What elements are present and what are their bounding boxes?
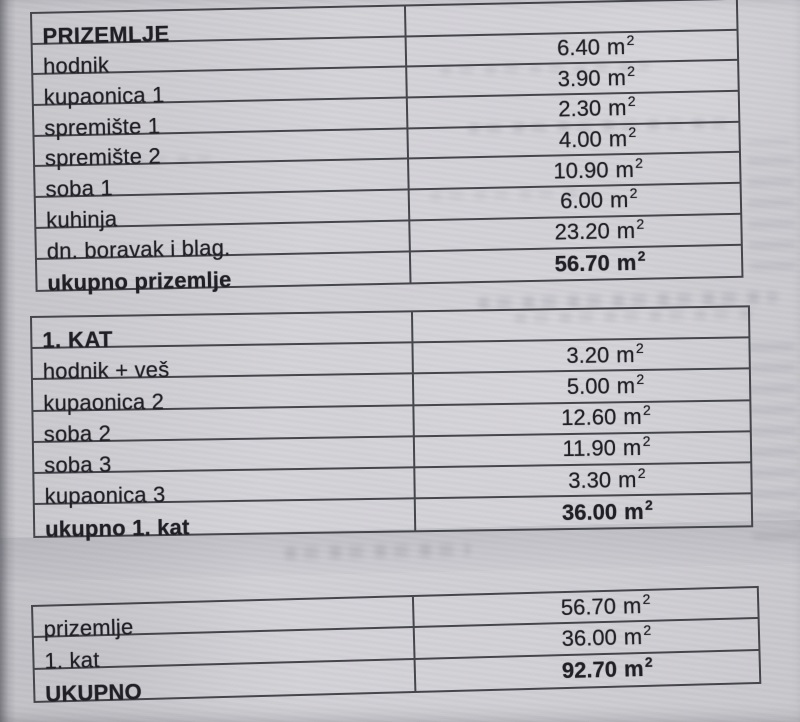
area-number: 6.00 — [559, 188, 604, 214]
superscript-2: 2 — [629, 185, 638, 202]
area-value-cell: 2.30 m 2 — [408, 92, 739, 127]
unit-m: m — [616, 218, 636, 244]
room-label: 1. KAT — [42, 326, 113, 354]
superscript-2: 2 — [636, 215, 645, 233]
room-label: kuhinja — [45, 206, 118, 233]
unit-m: m — [623, 498, 644, 524]
superscript-2: 2 — [627, 93, 636, 110]
room-label: hodnik — [42, 52, 110, 80]
unit-m: m — [623, 656, 644, 682]
room-label: spremište 1 — [44, 113, 161, 141]
area-number: 3.20 — [566, 342, 610, 368]
area-number: 92.70 — [561, 656, 618, 684]
area-value-cell: 36.00 m 2 — [416, 494, 751, 530]
room-label: dn. boravak i blag. — [46, 234, 231, 264]
area-value-cell: 56.70 m 2 — [411, 245, 742, 282]
superscript-2: 2 — [637, 247, 646, 264]
area-number: 4.00 — [558, 126, 603, 153]
unit-m: m — [608, 126, 628, 152]
area-number: 36.00 — [561, 624, 618, 652]
room-label: soba 1 — [45, 175, 114, 202]
room-label: spremište 2 — [44, 143, 162, 172]
area-value-cell: 6.40 m 2 — [407, 31, 738, 66]
room-label: 1. kat — [44, 646, 100, 674]
unit-m: m — [606, 34, 626, 60]
area-value-cell — [406, 0, 737, 35]
unit-m: m — [607, 95, 627, 121]
unit-m: m — [607, 64, 627, 91]
superscript-2: 2 — [642, 590, 651, 607]
room-label-cell: 1. KAT — [32, 312, 414, 353]
room-label: kupaonica 2 — [43, 388, 165, 416]
unit-m: m — [615, 156, 635, 183]
area-value-cell: 6.00 m 2 — [410, 184, 741, 219]
room-label: ukupno 1. kat — [44, 514, 190, 543]
room-label: UKUPNO — [45, 679, 143, 707]
superscript-2: 2 — [626, 31, 635, 49]
unit-m: m — [617, 466, 637, 492]
area-number: 2.30 — [558, 95, 602, 122]
area-number: 56.70 — [554, 250, 610, 277]
area-number: 36.00 — [561, 499, 618, 525]
unit-m: m — [622, 592, 642, 619]
bleed-through-smudge — [746, 139, 796, 271]
area-number: 5.00 — [566, 373, 610, 400]
unit-m: m — [623, 623, 643, 650]
area-value-cell: 23.20 m 2 — [410, 215, 741, 250]
area-value-cell: 12.60 m 2 — [414, 401, 749, 435]
bleed-through-smudge — [284, 543, 471, 560]
area-value-cell: 11.90 m 2 — [415, 432, 750, 466]
area-value-cell: 3.30 m 2 — [415, 463, 750, 497]
area-value-cell: 4.00 m 2 — [408, 123, 739, 158]
area-value-cell: 3.90 m 2 — [407, 61, 738, 96]
superscript-2: 2 — [644, 496, 653, 513]
area-number: 23.20 — [554, 218, 610, 245]
superscript-2: 2 — [644, 653, 653, 671]
superscript-2: 2 — [635, 339, 644, 356]
unit-m: m — [616, 373, 636, 399]
room-label: PRIZEMLJE — [42, 20, 170, 49]
area-value-cell — [413, 307, 748, 341]
superscript-2: 2 — [635, 154, 644, 171]
superscript-2: 2 — [628, 123, 637, 141]
room-label: prizemlje — [43, 614, 134, 642]
superscript-2: 2 — [636, 370, 645, 387]
area-value-cell: 5.00 m 2 — [414, 370, 749, 404]
area-number: 12.60 — [561, 404, 617, 431]
superscript-2: 2 — [642, 401, 651, 419]
room-label: ukupno prizemlje — [47, 267, 232, 296]
area-number: 3.30 — [568, 466, 612, 493]
room-label: soba 3 — [44, 451, 112, 478]
superscript-2: 2 — [643, 621, 652, 638]
table-total-summary: prizemlje 56.70 m 2 1. kat 36.00 m 2 UKUPNO 92.70… — [31, 585, 762, 707]
unit-m: m — [622, 435, 642, 461]
unit-m: m — [616, 341, 635, 368]
area-number: 56.70 — [560, 593, 617, 620]
area-number: 11.90 — [562, 435, 617, 462]
superscript-2: 2 — [642, 433, 651, 450]
room-label-cell: PRIZEMLJE — [32, 6, 407, 48]
room-label: kupaonica 3 — [44, 482, 166, 509]
area-value-cell: 3.20 m 2 — [413, 339, 748, 373]
area-number: 3.90 — [557, 65, 601, 92]
table-prizemlje: PRIZEMLJE hodnik 6.40 m 2 kupaonica 1 3.90 m 2 sp… — [30, 0, 744, 296]
table-prvi-kat: 1. KAT hodnik + veš 3.20 m 2 kupaonica 2 5.00 m… — [30, 305, 754, 543]
unit-m: m — [616, 249, 637, 276]
bleed-through-smudge — [747, 329, 799, 541]
area-number: 10.90 — [553, 157, 609, 184]
superscript-2: 2 — [637, 464, 646, 481]
room-label: kupaonica 1 — [43, 82, 165, 110]
area-value-cell: 10.90 m 2 — [409, 153, 740, 188]
unit-m: m — [609, 187, 629, 213]
unit-m: m — [623, 404, 642, 430]
room-label: hodnik + veš — [42, 357, 170, 385]
area-number: 6.40 — [556, 34, 601, 61]
superscript-2: 2 — [627, 62, 636, 79]
room-label: soba 2 — [43, 420, 112, 447]
